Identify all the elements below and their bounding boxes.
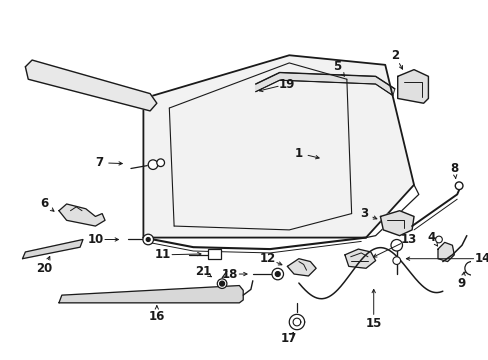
Circle shape: [392, 257, 400, 265]
Text: 10: 10: [87, 233, 103, 246]
Polygon shape: [437, 242, 453, 262]
Text: 16: 16: [148, 310, 164, 323]
Polygon shape: [143, 55, 413, 238]
Polygon shape: [255, 72, 394, 95]
Text: 2: 2: [390, 49, 398, 62]
Polygon shape: [59, 204, 105, 226]
Circle shape: [146, 238, 150, 242]
Text: 3: 3: [359, 207, 367, 220]
Circle shape: [148, 160, 158, 170]
Text: 17: 17: [281, 332, 297, 345]
Text: 20: 20: [37, 262, 53, 275]
Text: 13: 13: [400, 233, 416, 246]
Text: 12: 12: [260, 252, 276, 265]
Circle shape: [477, 260, 487, 269]
Text: 5: 5: [332, 60, 341, 73]
Bar: [207, 249, 221, 259]
Text: 14: 14: [474, 252, 488, 265]
Text: 11: 11: [154, 248, 170, 261]
Text: 8: 8: [449, 162, 458, 175]
Circle shape: [271, 268, 283, 280]
Polygon shape: [59, 285, 243, 303]
Circle shape: [390, 239, 402, 251]
Text: 18: 18: [221, 267, 238, 280]
Text: 7: 7: [95, 156, 103, 169]
Circle shape: [157, 159, 164, 167]
Circle shape: [217, 279, 226, 288]
Text: 6: 6: [41, 198, 49, 211]
Polygon shape: [25, 60, 157, 111]
Polygon shape: [380, 211, 413, 236]
Text: 9: 9: [457, 277, 465, 290]
Circle shape: [464, 262, 477, 275]
Text: 1: 1: [294, 147, 302, 159]
Text: 21: 21: [194, 265, 211, 278]
Circle shape: [275, 272, 280, 276]
Text: 4: 4: [427, 231, 434, 244]
Circle shape: [219, 281, 224, 286]
Polygon shape: [344, 249, 375, 268]
Text: 15: 15: [365, 318, 381, 330]
Circle shape: [142, 234, 153, 245]
Circle shape: [454, 182, 462, 190]
Polygon shape: [397, 69, 427, 103]
Circle shape: [435, 236, 442, 243]
Polygon shape: [287, 259, 316, 276]
Text: 19: 19: [279, 77, 295, 90]
Polygon shape: [22, 239, 83, 259]
